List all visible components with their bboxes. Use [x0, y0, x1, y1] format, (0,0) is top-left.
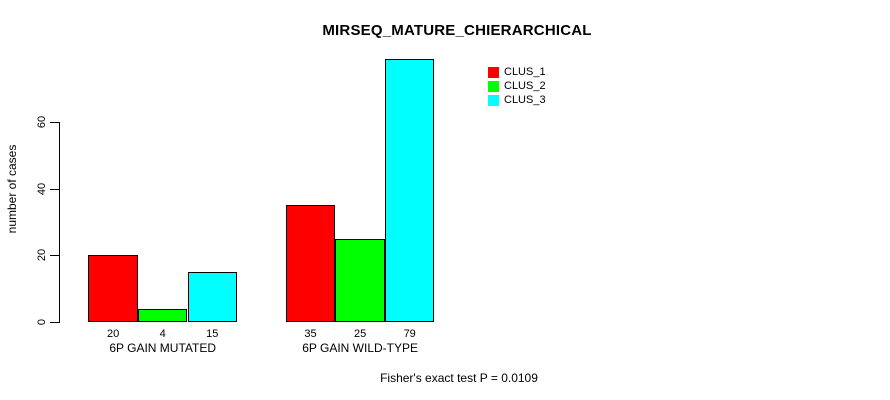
bar-CLUS_1: [88, 255, 138, 322]
bar-value-label: 15: [206, 328, 219, 340]
y-axis-tick-label: 0: [36, 318, 48, 326]
y-axis-tick: [50, 188, 59, 190]
legend-label: CLUS_1: [504, 65, 546, 78]
legend-swatch-icon: [488, 95, 499, 107]
bar-CLUS_2: [335, 238, 385, 322]
bar-value-label: 4: [159, 328, 166, 340]
bar-value-label: 25: [353, 328, 367, 340]
y-axis-tick: [50, 255, 59, 257]
bar-CLUS_2: [137, 308, 188, 322]
legend-swatch-icon: [488, 66, 499, 78]
y-axis-tick-label: 20: [36, 249, 48, 262]
y-axis-label: number of cases: [5, 144, 19, 234]
legend-row-CLUS_2: CLUS_2: [488, 79, 546, 93]
bar-CLUS_1: [285, 205, 336, 322]
category-label: 6P GAIN WILD-TYPE: [302, 341, 418, 355]
chart-title: MIRSEQ_MATURE_CHIERARCHICAL: [322, 22, 592, 39]
bar-value-label: 79: [403, 328, 416, 340]
y-axis-tick-label: 40: [36, 182, 48, 195]
bar-value-label: 20: [106, 328, 120, 340]
y-axis-tick-label: 60: [36, 115, 48, 129]
legend-row-CLUS_1: CLUS_1: [488, 65, 546, 79]
bar-value-label: 35: [304, 328, 317, 340]
category-label: 6P GAIN MUTATED: [109, 341, 217, 355]
legend-swatch-icon: [488, 80, 499, 92]
bar-CLUS_3: [384, 58, 435, 322]
y-axis-line: [59, 122, 60, 323]
legend-row-CLUS_3: CLUS_3: [488, 94, 546, 108]
y-axis-tick: [50, 122, 59, 123]
legend-label: CLUS_3: [504, 94, 546, 107]
legend: CLUS_1 CLUS_2 CLUS_3: [488, 65, 546, 108]
y-axis-tick: [50, 322, 59, 323]
fisher-test-annotation: Fisher's exact test P = 0.0109: [380, 371, 538, 385]
bar-CLUS_3: [187, 272, 238, 322]
legend-label: CLUS_2: [504, 79, 546, 92]
